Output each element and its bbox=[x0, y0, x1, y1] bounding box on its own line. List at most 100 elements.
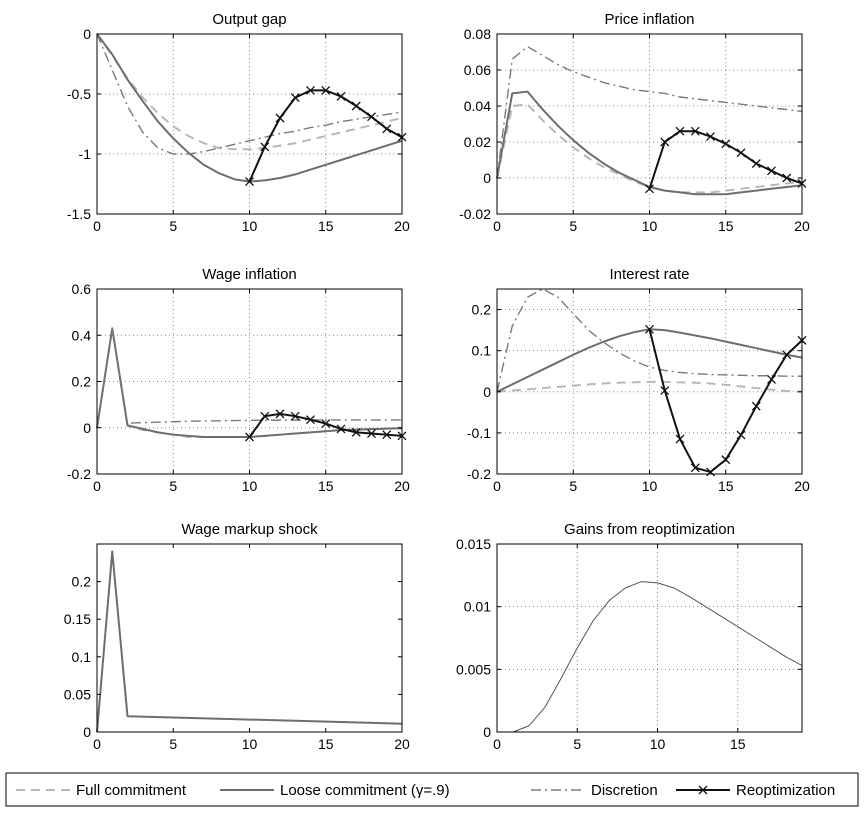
grid bbox=[97, 34, 402, 214]
legend-label: Discretion bbox=[591, 782, 658, 799]
series-discretion bbox=[496, 288, 802, 392]
series-line-full-commitment bbox=[96, 33, 403, 151]
y-tick-label: 0.02 bbox=[464, 134, 491, 150]
y-tick-label: 0.08 bbox=[464, 26, 491, 42]
x-tick-label: 20 bbox=[394, 218, 410, 234]
x-tick-label: 0 bbox=[493, 478, 501, 494]
x-tick-label: 0 bbox=[493, 736, 501, 752]
panel-output-gap: 0 5 10 15 20 0 -0.5 -1 -1.5 Output gap bbox=[67, 11, 410, 234]
panel-title: Price inflation bbox=[604, 11, 694, 28]
x-tick-label: 20 bbox=[394, 478, 410, 494]
x-marker bbox=[245, 177, 254, 187]
x-tick-label: 20 bbox=[394, 736, 410, 752]
y-tick-label: 0.005 bbox=[456, 661, 491, 677]
series-line-discretion bbox=[496, 45, 803, 179]
x-marker bbox=[245, 432, 254, 442]
series-discretion bbox=[96, 327, 402, 428]
series-full-commitment bbox=[96, 33, 403, 151]
y-tick-label: -0.1 bbox=[467, 425, 491, 441]
x-marker bbox=[721, 455, 731, 465]
x-marker bbox=[767, 374, 776, 384]
x-marker bbox=[260, 142, 270, 152]
x-tick-label: 10 bbox=[242, 218, 258, 234]
x-marker bbox=[736, 148, 746, 158]
series-line-full-commitment bbox=[496, 103, 803, 194]
x-marker bbox=[706, 467, 715, 477]
series-line-series bbox=[512, 581, 803, 733]
series-full-commitment bbox=[496, 103, 803, 194]
x-tick-label: 20 bbox=[794, 218, 810, 234]
y-tick-label: 0 bbox=[483, 724, 491, 740]
x-tick-label: 5 bbox=[569, 478, 577, 494]
x-marker bbox=[321, 85, 331, 95]
series-discretion bbox=[96, 33, 403, 155]
x-tick-label: 15 bbox=[718, 478, 734, 494]
grid bbox=[497, 34, 802, 214]
x-marker bbox=[660, 386, 670, 396]
x-marker bbox=[260, 411, 270, 421]
x-tick-label: 5 bbox=[169, 478, 177, 494]
y-tick-label: -0.5 bbox=[67, 86, 91, 102]
series-loose-commitment-9 bbox=[96, 327, 403, 438]
panel-title: Wage markup shock bbox=[181, 521, 318, 538]
legend-label: Full commitment bbox=[76, 782, 187, 799]
x-tick-label: 5 bbox=[573, 736, 581, 752]
x-tick-label: 5 bbox=[569, 218, 577, 234]
legend-item-full-commitment: Full commitment bbox=[16, 782, 187, 799]
panel-title: Output gap bbox=[212, 11, 286, 28]
x-marker bbox=[706, 132, 715, 142]
y-tick-label: -0.2 bbox=[67, 466, 91, 482]
x-marker bbox=[690, 463, 700, 473]
y-tick-label: 0 bbox=[83, 26, 91, 42]
panel-title: Wage inflation bbox=[202, 266, 297, 283]
legend-item-discretion: Discretion bbox=[531, 782, 658, 799]
x-tick-label: 15 bbox=[318, 218, 334, 234]
grid bbox=[497, 544, 802, 732]
y-tick-label: -1 bbox=[79, 146, 92, 162]
legend: Full commitment Loose commitment (γ=.9) Di… bbox=[5, 772, 859, 807]
panel-gains-from-reoptimization: 0 5 10 15 0.015 0.01 0.005 0 Gains from reoptimi… bbox=[456, 521, 803, 752]
x-marker bbox=[321, 419, 331, 429]
y-tick-label: 0.04 bbox=[464, 98, 491, 114]
x-tick-label: 15 bbox=[730, 736, 746, 752]
panel-title: Interest rate bbox=[609, 266, 689, 283]
series-reoptimization bbox=[245, 85, 407, 187]
x-marker bbox=[782, 350, 792, 360]
legend-label: Reoptimization bbox=[736, 782, 835, 799]
y-tick-label: 0.4 bbox=[72, 327, 92, 343]
x-tick-label: 0 bbox=[93, 218, 101, 234]
x-marker bbox=[782, 173, 792, 183]
x-tick-label: 0 bbox=[493, 218, 501, 234]
x-tick-label: 10 bbox=[642, 478, 658, 494]
x-marker bbox=[675, 126, 685, 136]
x-marker bbox=[367, 429, 376, 438]
x-marker bbox=[367, 112, 376, 122]
series-series bbox=[96, 550, 403, 733]
legend-label: Loose commitment (γ=.9) bbox=[280, 782, 450, 799]
x-tick-label: 10 bbox=[642, 218, 658, 234]
series-reoptimization bbox=[645, 324, 807, 477]
x-tick-label: 10 bbox=[242, 736, 258, 752]
series-full-commitment bbox=[96, 327, 403, 438]
y-tick-label: 0.2 bbox=[72, 374, 92, 390]
y-tick-label: 0 bbox=[483, 384, 491, 400]
series-line-full-commitment bbox=[496, 380, 803, 393]
series-discretion bbox=[496, 45, 803, 179]
x-marker bbox=[382, 430, 392, 440]
y-tick-label: 0.6 bbox=[72, 281, 92, 297]
y-tick-label: 0.2 bbox=[72, 574, 92, 590]
legend-item-loose-commitment-9: Loose commitment (γ=.9) bbox=[220, 782, 450, 799]
series-reoptimization bbox=[645, 126, 807, 194]
series-reoptimization bbox=[245, 409, 407, 442]
y-tick-label: 0.15 bbox=[64, 611, 91, 627]
y-tick-label: -0.2 bbox=[467, 466, 491, 482]
series-full-commitment bbox=[496, 380, 803, 393]
x-tick-label: 10 bbox=[650, 736, 666, 752]
x-marker bbox=[351, 427, 361, 437]
x-marker bbox=[721, 139, 731, 149]
y-tick-label: 0.015 bbox=[456, 536, 491, 552]
x-marker bbox=[767, 166, 776, 176]
y-tick-label: 0.1 bbox=[72, 649, 92, 665]
x-marker bbox=[336, 91, 346, 101]
x-marker bbox=[306, 85, 315, 95]
